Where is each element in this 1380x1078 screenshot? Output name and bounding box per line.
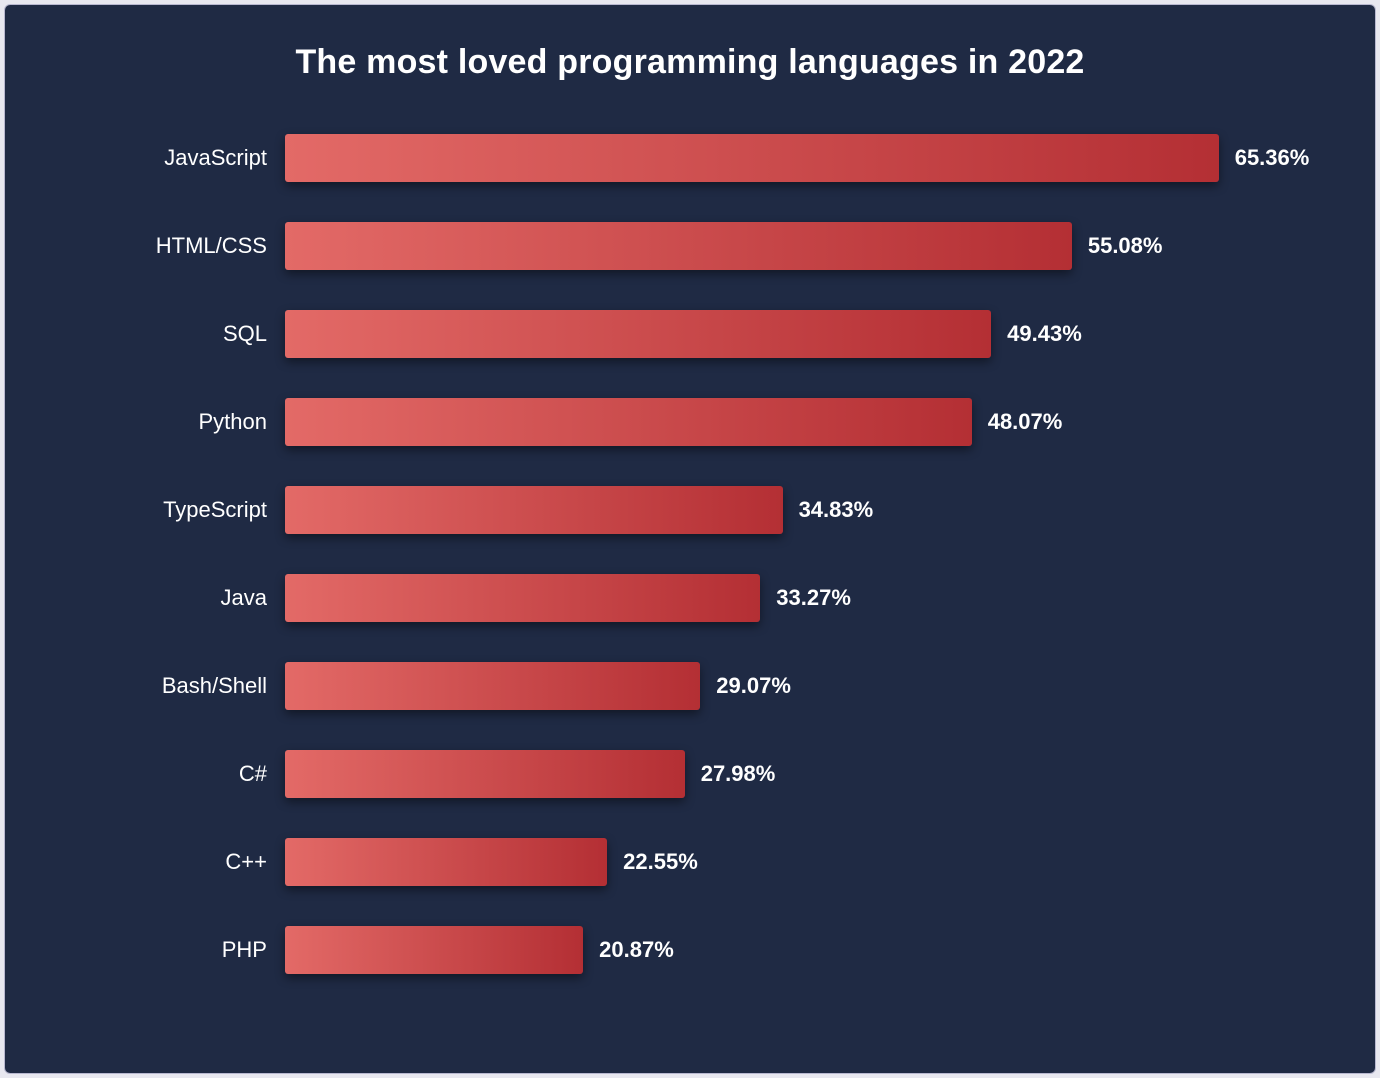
category-label: HTML/CSS <box>95 233 285 259</box>
bar-track: 27.98% <box>285 750 1285 798</box>
bar-track: 48.07% <box>285 398 1285 446</box>
category-label: Bash/Shell <box>95 673 285 699</box>
value-label: 49.43% <box>1007 321 1082 347</box>
chart-frame: The most loved programming languages in … <box>4 4 1376 1074</box>
bar-row: PHP 20.87% <box>95 926 1285 974</box>
category-label: TypeScript <box>95 497 285 523</box>
bar <box>285 750 685 798</box>
bar-track: 34.83% <box>285 486 1285 534</box>
bar-track: 29.07% <box>285 662 1285 710</box>
category-label: JavaScript <box>95 145 285 171</box>
bar-track: 49.43% <box>285 310 1285 358</box>
bar-track: 22.55% <box>285 838 1285 886</box>
value-label: 33.27% <box>776 585 851 611</box>
bar-track: 33.27% <box>285 574 1285 622</box>
chart-panel: The most loved programming languages in … <box>5 5 1375 1073</box>
value-label: 22.55% <box>623 849 698 875</box>
bar <box>285 574 760 622</box>
chart-rows: JavaScript65.36% HTML/CSS 55.08% SQL 49.43% P… <box>95 128 1285 1014</box>
bar-row: Java 33.27% <box>95 574 1285 622</box>
bar <box>285 398 972 446</box>
bar <box>285 662 700 710</box>
bar-row: HTML/CSS 55.08% <box>95 222 1285 270</box>
bar <box>285 222 1072 270</box>
bar-track: 55.08% <box>285 222 1285 270</box>
category-label: C++ <box>95 849 285 875</box>
bar <box>285 486 783 534</box>
value-label: 27.98% <box>701 761 776 787</box>
category-label: PHP <box>95 937 285 963</box>
bar <box>285 310 991 358</box>
bar-row: C++ 22.55% <box>95 838 1285 886</box>
value-label: 65.36% <box>1235 145 1310 171</box>
bar-row: Python 48.07% <box>95 398 1285 446</box>
bar <box>285 134 1219 182</box>
value-label: 34.83% <box>799 497 874 523</box>
bar-row: Bash/Shell 29.07% <box>95 662 1285 710</box>
category-label: SQL <box>95 321 285 347</box>
category-label: Java <box>95 585 285 611</box>
value-label: 20.87% <box>599 937 674 963</box>
category-label: C# <box>95 761 285 787</box>
bar-row: C# 27.98% <box>95 750 1285 798</box>
category-label: Python <box>95 409 285 435</box>
bar <box>285 926 583 974</box>
value-label: 55.08% <box>1088 233 1163 259</box>
bar-row: JavaScript65.36% <box>95 134 1285 182</box>
value-label: 48.07% <box>988 409 1063 435</box>
bar-row: TypeScript 34.83% <box>95 486 1285 534</box>
bar-track: 65.36% <box>285 134 1285 182</box>
chart-title: The most loved programming languages in … <box>295 41 1084 84</box>
bar-row: SQL 49.43% <box>95 310 1285 358</box>
value-label: 29.07% <box>716 673 791 699</box>
bar <box>285 838 607 886</box>
bar-track: 20.87% <box>285 926 1285 974</box>
